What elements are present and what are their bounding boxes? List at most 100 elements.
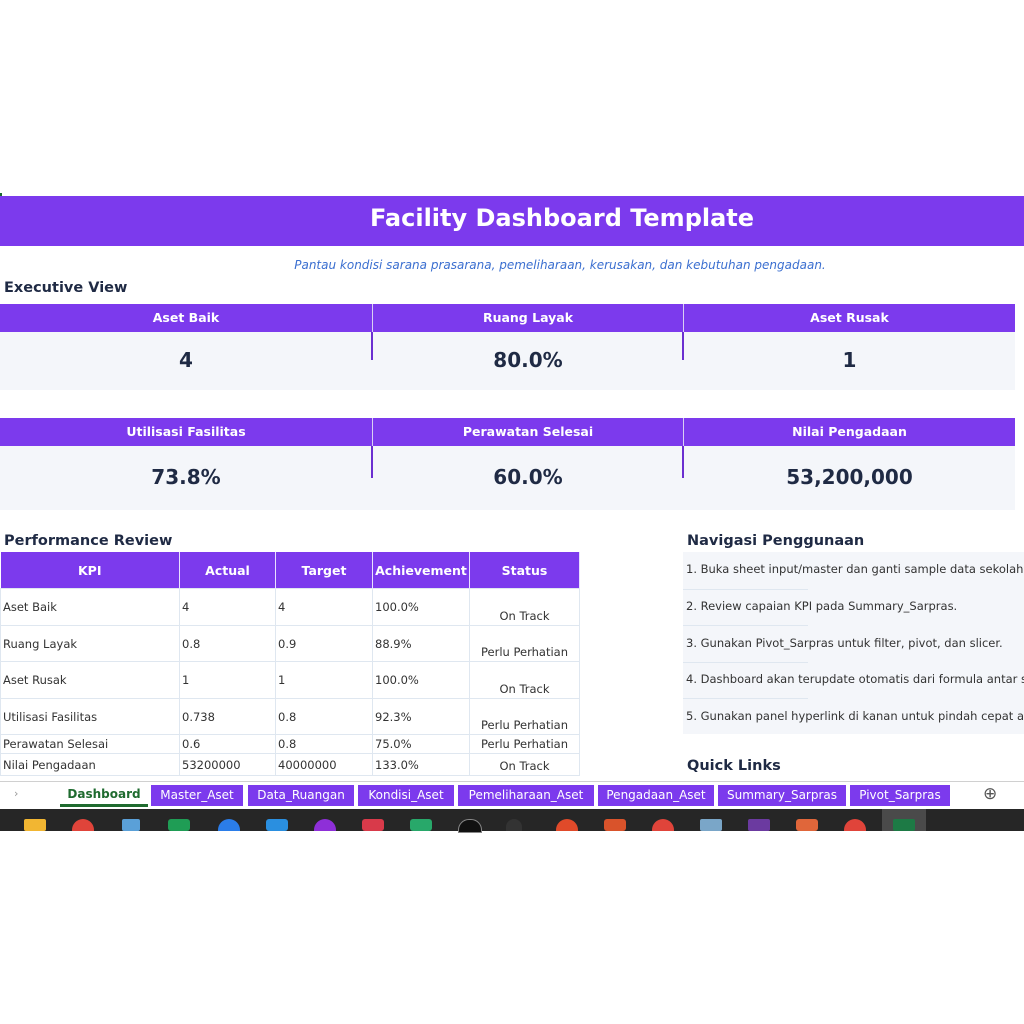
vscode-icon[interactable] (266, 819, 288, 831)
navigation-step-4: 4. Dashboard akan terupdate otomatis dar… (686, 672, 1024, 686)
kpi-card-aset-rusak-value: 1 (842, 348, 857, 372)
cell-status[interactable]: On Track (469, 588, 580, 626)
kpi-card-divider (371, 332, 373, 360)
kpi-header-divider (683, 418, 684, 446)
title-banner: Facility Dashboard Template (0, 196, 1024, 246)
quick-links-title: Quick Links (687, 758, 781, 774)
cell-achievement[interactable]: 75.0% (372, 734, 470, 754)
tab-kondisi-aset[interactable]: Kondisi_Aset (358, 785, 454, 806)
chrome-icon-2[interactable] (652, 819, 674, 831)
column-header-target: Target (275, 552, 373, 589)
tab-master-aset[interactable]: Master_Aset (151, 785, 243, 806)
network-app-icon[interactable] (122, 819, 140, 831)
cell-achievement[interactable]: 100.0% (372, 588, 470, 626)
cell-status[interactable]: Perlu Perhatian (469, 698, 580, 735)
kpi-card-divider (682, 446, 684, 478)
kpi-card-ruang-layak-value: 80.0% (493, 348, 563, 372)
cell-kpi[interactable]: Nilai Pengadaan (0, 753, 180, 776)
column-header-kpi: KPI (0, 552, 180, 589)
kpi-card-pengadaan-value: 53,200,000 (786, 465, 913, 489)
table-row: Aset Baik 4 4 100.0% On Track (0, 588, 580, 626)
cell-actual[interactable]: 53200000 (179, 753, 276, 776)
cell-actual[interactable]: 0.738 (179, 698, 276, 735)
table-row: Nilai Pengadaan 53200000 40000000 133.0%… (0, 753, 580, 776)
cell-target[interactable]: 0.8 (275, 734, 373, 754)
purple-app-icon-2[interactable] (748, 819, 770, 831)
table-header-row: KPI Actual Target Achievement Status (0, 552, 580, 589)
tab-data-ruangan[interactable]: Data_Ruangan (248, 785, 354, 806)
tab-summary-sarpras[interactable]: Summary_Sarpras (718, 785, 846, 806)
powerpoint-icon[interactable] (604, 819, 626, 831)
green-code-app-icon[interactable] (410, 819, 432, 831)
cell-achievement[interactable]: 133.0% (372, 753, 470, 776)
tab-dashboard[interactable]: Dashboard (60, 785, 148, 807)
tab-pivot-sarpras[interactable]: Pivot_Sarpras (850, 785, 950, 806)
green-app-icon[interactable] (168, 819, 190, 831)
navigation-step-3: 3. Gunakan Pivot_Sarpras untuk filter, p… (686, 636, 1003, 650)
navigation-step-1: 1. Buka sheet input/master dan ganti sam… (686, 562, 1024, 576)
cell-target[interactable]: 0.9 (275, 625, 373, 662)
cell-achievement[interactable]: 100.0% (372, 661, 470, 699)
kpi-card-ruang-layak-label: Ruang Layak (373, 304, 683, 332)
kpi-card-divider (371, 446, 373, 478)
chrome-icon-3[interactable] (844, 819, 866, 831)
navigation-title: Navigasi Penggunaan (687, 533, 865, 549)
cell-kpi[interactable]: Utilisasi Fasilitas (0, 698, 180, 735)
kpi-card-aset-baik-label: Aset Baik (0, 304, 372, 332)
sheet-corner-mark (0, 193, 2, 196)
navigation-divider (683, 662, 808, 663)
file-explorer-icon[interactable] (24, 819, 46, 831)
cell-target[interactable]: 40000000 (275, 753, 373, 776)
navigation-step-2: 2. Review capaian KPI pada Summary_Sarpr… (686, 599, 958, 613)
dark-app-icon[interactable] (506, 819, 522, 831)
notes-app-icon[interactable] (700, 819, 722, 831)
table-row: Utilisasi Fasilitas 0.738 0.8 92.3% Perl… (0, 698, 580, 735)
tab-pemeliharaan-aset[interactable]: Pemeliharaan_Aset (458, 785, 594, 806)
add-sheet-icon[interactable]: ⊕ (983, 784, 998, 804)
cell-status[interactable]: On Track (469, 753, 580, 776)
kpi-card-divider (682, 332, 684, 360)
cell-actual[interactable]: 4 (179, 588, 276, 626)
cell-actual[interactable]: 0.8 (179, 625, 276, 662)
tab-scroll-arrow[interactable]: › (14, 787, 19, 800)
cell-kpi[interactable]: Perawatan Selesai (0, 734, 180, 754)
chrome-icon[interactable] (72, 819, 94, 831)
kpi-card-aset-baik-value: 4 (179, 348, 193, 372)
cell-achievement[interactable]: 88.9% (372, 625, 470, 662)
orange-app-icon[interactable] (556, 819, 578, 831)
cell-actual[interactable]: 0.6 (179, 734, 276, 754)
cell-status[interactable]: Perlu Perhatian (469, 734, 580, 754)
cell-achievement[interactable]: 92.3% (372, 698, 470, 735)
blue-round-app-icon[interactable] (218, 819, 240, 831)
orange-app-icon-2[interactable] (796, 819, 818, 831)
cell-target[interactable]: 4 (275, 588, 373, 626)
excel-icon[interactable] (893, 819, 915, 831)
cell-status[interactable]: On Track (469, 661, 580, 699)
navigation-panel: 1. Buka sheet input/master dan ganti sam… (683, 552, 1024, 734)
executive-view-title: Executive View (4, 280, 128, 296)
column-header-achievement: Achievement (372, 552, 470, 589)
table-row: Aset Rusak 1 1 100.0% On Track (0, 661, 580, 699)
performance-table: KPI Actual Target Achievement Status Ase… (0, 552, 580, 776)
cell-status[interactable]: Perlu Perhatian (469, 625, 580, 662)
kpi-card-utilisasi-label: Utilisasi Fasilitas (0, 418, 372, 446)
table-row: Ruang Layak 0.8 0.9 88.9% Perlu Perhatia… (0, 625, 580, 662)
tab-pengadaan-aset[interactable]: Pengadaan_Aset (598, 785, 714, 806)
kpi-card-utilisasi-value: 73.8% (151, 465, 221, 489)
navigation-divider (683, 625, 808, 626)
performance-review-title: Performance Review (4, 533, 173, 549)
red-app-icon[interactable] (362, 819, 384, 831)
cell-target[interactable]: 1 (275, 661, 373, 699)
navigation-divider (683, 589, 808, 590)
kpi-card-aset-rusak-label: Aset Rusak (684, 304, 1015, 332)
kpi-card-perawatan-value: 60.0% (493, 465, 563, 489)
cell-actual[interactable]: 1 (179, 661, 276, 699)
purple-app-icon[interactable] (314, 819, 336, 831)
cell-kpi[interactable]: Ruang Layak (0, 625, 180, 662)
cell-target[interactable]: 0.8 (275, 698, 373, 735)
cell-kpi[interactable]: Aset Baik (0, 588, 180, 626)
black-app-icon[interactable] (458, 819, 482, 833)
cell-kpi[interactable]: Aset Rusak (0, 661, 180, 699)
navigation-step-5: 5. Gunakan panel hyperlink di kanan untu… (686, 709, 1024, 723)
column-header-actual: Actual (179, 552, 276, 589)
